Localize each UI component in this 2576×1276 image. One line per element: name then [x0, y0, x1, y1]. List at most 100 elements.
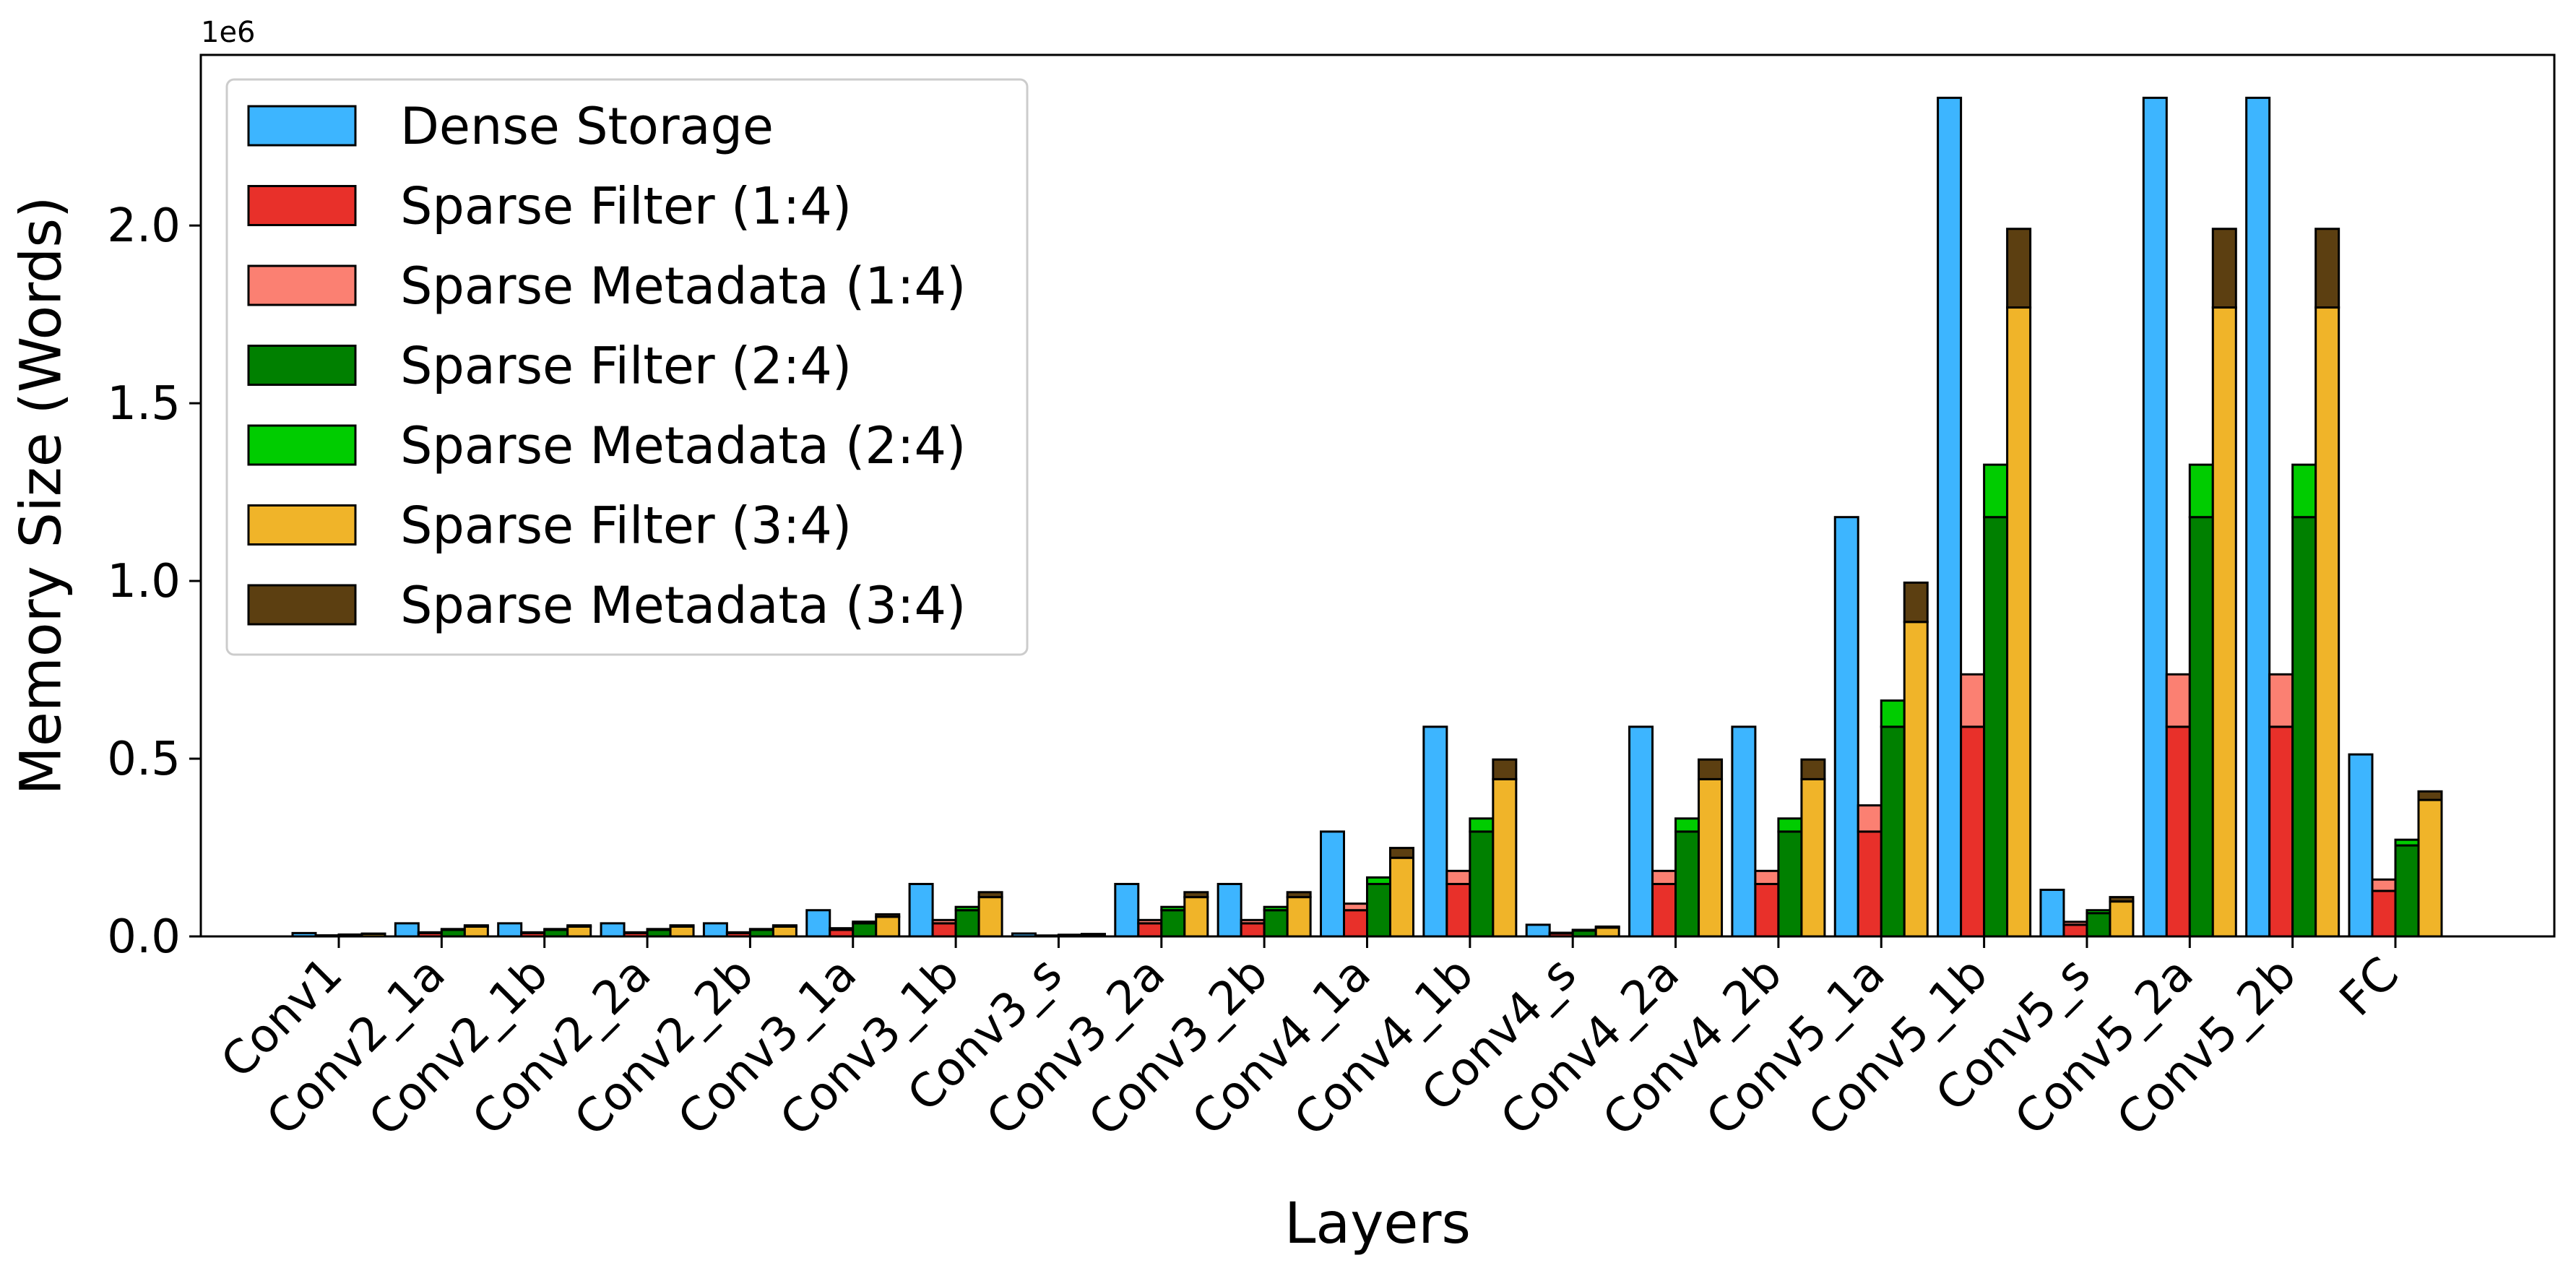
legend-box: [225, 78, 1029, 656]
y-tick-label: 1.0: [107, 555, 181, 608]
bar-Conv5_1b-sparse-filter-1-4: [1960, 725, 1986, 938]
bar-Conv5_2b-sparse-metadata-1-4: [2268, 673, 2294, 728]
legend-swatch-sparse-filter-3-4: [247, 504, 357, 546]
bar-Conv3_2b-sparse-metadata-2-4: [1263, 905, 1289, 912]
bar-Conv2_1b-sparse-filter-3-4: [566, 925, 592, 938]
bar-Conv5_2b-sparse-filter-3-4: [2314, 306, 2341, 938]
legend-label-sparse-filter-3-4: Sparse Filter (3:4): [400, 496, 852, 556]
legend-label-dense-storage: Dense Storage: [400, 97, 774, 156]
bar-Conv4_2a-sparse-metadata-3-4: [1698, 758, 1724, 780]
bar-FC-sparse-metadata-3-4: [2417, 790, 2443, 801]
bar-Conv3_2b-dense-storage: [1216, 882, 1242, 938]
plot-frame: [199, 53, 2556, 938]
bar-Conv4_1b-sparse-filter-2-4: [1469, 830, 1495, 938]
bar-Conv4_1a-dense-storage: [1320, 830, 1345, 938]
bar-Conv5_2a-sparse-metadata-1-4: [2165, 673, 2191, 728]
y-tick-label: 2.0: [107, 199, 181, 253]
bar-Conv2_2a-dense-storage: [600, 922, 626, 938]
bar-Conv4_1a-sparse-metadata-1-4: [1343, 902, 1368, 912]
bar-Conv5_1a-dense-storage: [1833, 516, 1859, 938]
bar-Conv2_2a-sparse-metadata-3-4: [669, 924, 695, 928]
y-tick-label: 1.5: [107, 377, 181, 431]
bar-Conv2_1a-sparse-filter-3-4: [463, 925, 489, 938]
bar-FC-dense-storage: [2348, 753, 2374, 938]
bar-Conv5_1b-sparse-filter-3-4: [2006, 306, 2032, 938]
bar-Conv5_s-sparse-metadata-2-4: [2086, 909, 2112, 915]
bar-FC-sparse-metadata-1-4: [2371, 878, 2397, 892]
bar-Conv5_2a-sparse-filter-3-4: [2211, 306, 2237, 938]
bar-Conv3_2a-sparse-filter-2-4: [1160, 909, 1186, 938]
bar-Conv4_1b-sparse-metadata-3-4: [1492, 758, 1518, 780]
legend-label-sparse-filter-1-4: Sparse Filter (1:4): [400, 177, 852, 236]
legend-swatch-sparse-metadata-2-4: [247, 424, 357, 466]
bar-Conv4_s-sparse-metadata-3-4: [1594, 925, 1620, 929]
bar-Conv5_2a-sparse-metadata-3-4: [2211, 228, 2237, 309]
bar-Conv5_1a-sparse-filter-2-4: [1880, 725, 1906, 938]
legend-swatch-dense-storage: [247, 105, 357, 147]
bar-Conv2_1b-sparse-metadata-3-4: [566, 924, 592, 928]
bar-FC-sparse-metadata-2-4: [2394, 838, 2420, 847]
bar-Conv2_1b-sparse-metadata-1-4: [520, 931, 546, 934]
bar-Conv5_2a-sparse-filter-1-4: [2165, 725, 2191, 938]
bar-Conv2_1b-dense-storage: [497, 922, 523, 938]
bar-FC-sparse-filter-3-4: [2417, 798, 2443, 938]
bar-Conv3_2b-sparse-filter-1-4: [1240, 922, 1266, 938]
bar-Conv3_1a-sparse-metadata-3-4: [875, 913, 901, 918]
bar-Conv4_2b-sparse-filter-1-4: [1754, 882, 1780, 938]
bar-Conv5_2a-sparse-metadata-2-4: [2188, 463, 2214, 519]
bar-Conv3_1b-sparse-filter-2-4: [954, 909, 980, 938]
bar-Conv3_2a-dense-storage: [1114, 882, 1140, 938]
bar-Conv3_2a-sparse-metadata-3-4: [1183, 891, 1209, 899]
bar-Conv5_s-sparse-filter-2-4: [2086, 912, 2112, 938]
bar-Conv4_2a-sparse-filter-2-4: [1674, 830, 1700, 938]
bar-Conv5_1a-sparse-metadata-1-4: [1857, 804, 1883, 833]
bar-Conv2_2b-sparse-metadata-2-4: [748, 928, 774, 931]
bar-Conv4_1b-sparse-filter-3-4: [1492, 777, 1518, 938]
bar-Conv4_1b-sparse-metadata-1-4: [1445, 869, 1471, 885]
bar-Conv2_2a-sparse-metadata-2-4: [646, 928, 672, 931]
bar-Conv5_2a-dense-storage: [2142, 96, 2168, 938]
bar-Conv4_1a-sparse-filter-1-4: [1343, 909, 1368, 938]
bar-Conv3_1b-sparse-filter-3-4: [977, 896, 1003, 938]
bar-Conv2_1a-sparse-metadata-1-4: [417, 931, 443, 934]
legend-label-sparse-metadata-2-4: Sparse Metadata (2:4): [400, 416, 966, 475]
bar-Conv4_1a-sparse-filter-3-4: [1389, 856, 1414, 938]
bar-Conv2_2a-sparse-filter-3-4: [669, 925, 695, 938]
bar-Conv5_s-sparse-filter-1-4: [2062, 923, 2088, 938]
bar-Conv3_2b-sparse-metadata-1-4: [1240, 918, 1266, 925]
bar-Conv4_2b-sparse-metadata-1-4: [1754, 869, 1780, 885]
x-tick-label: FC: [2330, 947, 2409, 1027]
bar-Conv5_s-dense-storage: [2039, 889, 2065, 938]
bar-FC-sparse-filter-2-4: [2394, 844, 2420, 938]
bar-Conv3_1a-sparse-metadata-2-4: [852, 921, 878, 925]
bar-Conv5_s-sparse-metadata-3-4: [2109, 896, 2135, 903]
y-tick-label: 0.0: [107, 910, 181, 964]
bar-Conv5_1b-dense-storage: [1937, 96, 1963, 938]
bar-Conv5_s-sparse-filter-3-4: [2109, 900, 2135, 938]
y-axis-offset-label: 1e6: [201, 16, 256, 49]
bar-Conv4_1b-sparse-filter-1-4: [1445, 882, 1471, 938]
bar-Conv5_1b-sparse-filter-2-4: [1983, 516, 2009, 938]
bar-Conv3_2b-sparse-metadata-3-4: [1286, 891, 1312, 899]
bars-layer: [291, 96, 2443, 938]
bar-Conv2_1a-dense-storage: [394, 922, 420, 938]
legend-swatch-sparse-filter-2-4: [247, 345, 357, 386]
bar-Conv5_2b-sparse-metadata-3-4: [2314, 228, 2341, 309]
legend-swatch-sparse-metadata-3-4: [247, 584, 357, 626]
bar-Conv5_2b-dense-storage: [2245, 96, 2271, 938]
bar-Conv5_s-sparse-metadata-1-4: [2062, 921, 2088, 926]
bar-Conv4_s-sparse-metadata-1-4: [1548, 931, 1574, 935]
bar-Conv3_1b-sparse-metadata-1-4: [931, 918, 957, 925]
bar-Conv5_1a-sparse-metadata-2-4: [1880, 699, 1906, 728]
bar-Conv3_1b-sparse-filter-1-4: [931, 922, 957, 938]
bar-Conv3_2a-sparse-metadata-2-4: [1160, 905, 1186, 912]
bar-Conv4_1b-dense-storage: [1422, 725, 1448, 938]
bar-Conv2_2b-sparse-metadata-3-4: [771, 924, 798, 928]
bar-Conv3_1a-sparse-metadata-1-4: [829, 927, 855, 931]
legend: Dense Storage Sparse Filter (1:4) Sparse M…: [225, 78, 1029, 656]
bar-Conv3_1a-dense-storage: [805, 909, 831, 938]
bar-Conv4_1a-sparse-metadata-3-4: [1389, 847, 1414, 859]
bar-Conv5_1b-sparse-metadata-2-4: [1983, 463, 2009, 519]
bar-Conv4_s-dense-storage: [1525, 923, 1551, 938]
